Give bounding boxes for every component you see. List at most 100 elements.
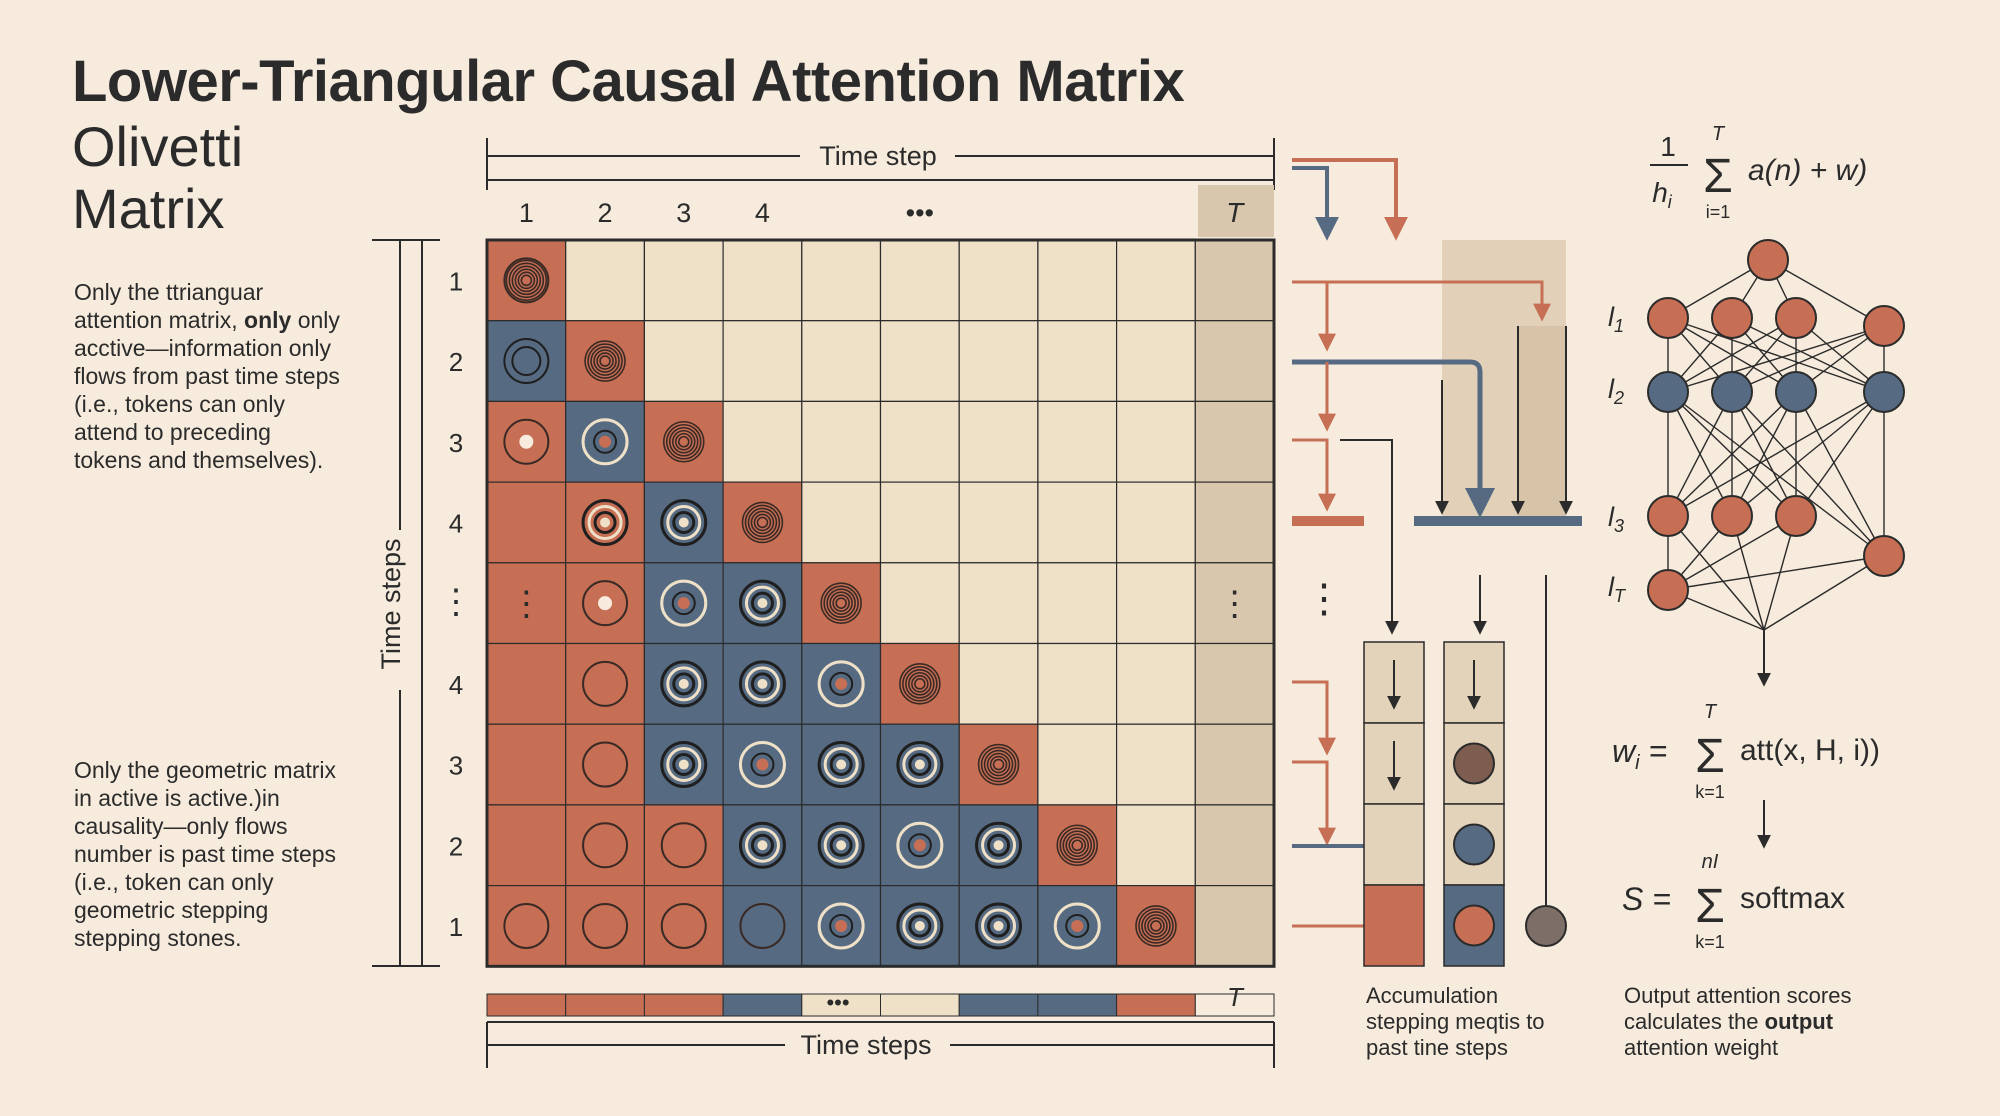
matrix-border <box>485 238 1276 968</box>
matrix-cell <box>879 239 960 322</box>
attention-token <box>738 660 786 708</box>
feeder-arrow-slate-2 <box>1292 359 1495 518</box>
matrix-cell <box>722 884 803 967</box>
strip-segment <box>722 993 803 1017</box>
row-label: 1 <box>449 266 463 296</box>
matrix-cell <box>722 481 803 564</box>
network-node <box>1863 305 1905 347</box>
bottom-axis-bracket <box>486 1021 1275 1068</box>
formula-w-sum-bottom: k=1 <box>1695 782 1725 802</box>
attention-token <box>505 259 548 302</box>
matrix-cell <box>643 804 724 887</box>
formula-w-sum-top: T <box>1704 701 1718 723</box>
stack-node <box>1453 742 1495 785</box>
attention-token <box>581 498 629 546</box>
matrix-cell <box>1115 400 1196 483</box>
matrix-cell <box>643 320 724 403</box>
accum-bar-slate <box>1414 516 1582 526</box>
matrix-cell <box>801 400 882 483</box>
network-node <box>1647 297 1689 339</box>
strip-segment <box>643 993 724 1017</box>
matrix-cell <box>1115 320 1196 403</box>
strip-segment <box>1037 993 1118 1017</box>
stack-node <box>1453 823 1495 866</box>
layer-label-2: l2 <box>1608 374 1624 408</box>
network-node <box>1863 371 1905 413</box>
matrix-cell <box>565 642 646 725</box>
matrix-cell <box>1037 562 1118 645</box>
accumulation-shade-inner <box>1518 326 1566 526</box>
matrix-cell <box>879 562 960 645</box>
matrix-cell <box>1194 804 1275 887</box>
formula-s-body: softmax <box>1740 882 1845 915</box>
matrix-cell <box>1037 642 1118 725</box>
output-caption-bold: output <box>1764 1009 1834 1034</box>
attention-token <box>1056 824 1099 867</box>
matrix-cell <box>722 320 803 403</box>
formula-w-lhs: wi = <box>1612 733 1667 774</box>
layer-label-1: l1 <box>1608 302 1624 336</box>
feeder-arrow-rust-2 <box>1292 280 1551 322</box>
matrix-cell <box>1115 481 1196 564</box>
stack-node <box>1453 904 1495 947</box>
matrix-cell <box>486 562 567 645</box>
matrix-cell <box>722 400 803 483</box>
attention-token <box>660 660 708 708</box>
description-paragraph-2: Only the geometric matrix in active is a… <box>74 757 337 951</box>
description-paragraph-1: Only the ttrianguar attention matrix, on… <box>74 278 344 474</box>
attention-token <box>660 822 707 869</box>
formula-s-sum-bottom: k=1 <box>1695 932 1725 952</box>
column-label: ••• <box>906 198 934 228</box>
attention-token <box>1053 902 1101 950</box>
attention-token <box>660 579 708 627</box>
matrix-cell <box>958 642 1039 725</box>
matrix-cell <box>1194 239 1275 322</box>
accumulation-caption: Accumulation stepping meqtis to past tin… <box>1366 983 1545 1060</box>
matrix-vertical-dots: ⋮ <box>1218 585 1252 623</box>
network-node <box>1863 535 1905 577</box>
matrix-cell <box>958 562 1039 645</box>
attention-token <box>660 902 707 949</box>
strip-segment <box>958 993 1039 1017</box>
attention-token <box>1135 905 1177 947</box>
network-node <box>1647 371 1689 413</box>
formula-s-sigma: Σ <box>1695 880 1725 933</box>
matrix-cell <box>1194 320 1275 403</box>
matrix-cell <box>1194 400 1275 483</box>
matrix-cell <box>801 239 882 322</box>
attention-token <box>503 257 550 304</box>
matrix-cell <box>565 884 646 967</box>
formula-s: S = nI Σ k=1 softmax <box>1622 851 1845 952</box>
attention-matrix: ⋮ ⋮ <box>485 238 1276 968</box>
matrix-cell <box>801 562 882 645</box>
top-formula-denominator: hi <box>1652 177 1673 212</box>
attention-token <box>896 821 944 869</box>
feeder-arrow-rust-7 <box>1292 760 1336 846</box>
matrix-cell <box>801 320 882 403</box>
feeder-arrow-rust-5 <box>1292 438 1336 512</box>
row-label: 4 <box>449 508 463 538</box>
network-node <box>1775 371 1817 413</box>
feeder-arrow-slate-1 <box>1292 166 1339 241</box>
matrix-cell <box>879 400 960 483</box>
bottom-token-strip <box>486 993 1275 1017</box>
matrix-cell <box>1194 723 1275 806</box>
strip-segment <box>1194 993 1275 1017</box>
accumulation-stack-a <box>1363 641 1425 967</box>
attention-token <box>817 821 865 869</box>
attention-token <box>817 741 865 789</box>
attention-token <box>899 663 941 705</box>
column-label: T <box>1226 197 1245 228</box>
row-label: 2 <box>449 347 463 377</box>
neural-network <box>1647 239 1905 631</box>
strip-segment <box>1116 993 1196 1017</box>
paragraph-1-text-a: Only the ttrianguar attention matrix, <box>74 279 264 333</box>
accum-vertical-dots: ⋮ <box>1304 577 1344 621</box>
row-label: 1 <box>449 912 463 942</box>
formula-s-sum-top: nI <box>1702 851 1719 873</box>
matrix-cell <box>1115 239 1196 322</box>
feeder-line-black-1 <box>1340 439 1399 635</box>
accumulation-section: ⋮ <box>1292 158 1582 967</box>
strip-segment <box>880 993 960 1017</box>
layer-label-T: lT <box>1608 572 1627 606</box>
